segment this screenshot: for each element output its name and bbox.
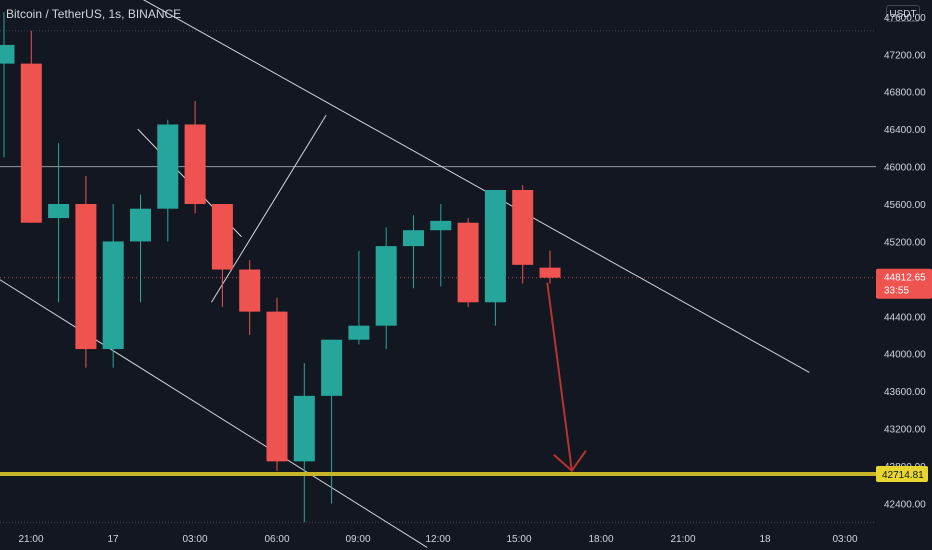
price-axis: 47600.00 47200.00 46800.00 46400.00 46000.00…	[876, 13, 932, 510]
price-tick-label: 43200.00	[884, 425, 926, 436]
time-tick-label: 15:00	[506, 534, 531, 545]
price-tick-label: 46800.00	[884, 88, 926, 99]
countdown-label: 33:55	[884, 286, 909, 297]
candle-body	[348, 325, 370, 340]
time-tick-label: 03:00	[182, 534, 207, 545]
price-tick-label: 45600.00	[884, 200, 926, 211]
time-tick-label: 06:00	[264, 534, 289, 545]
time-tick-label: 18:00	[588, 534, 613, 545]
candle-body	[512, 189, 534, 265]
channel-upper-line	[142, 0, 810, 373]
support-price-label: 42714.81	[882, 470, 924, 481]
currency-selector[interactable]: USDT	[886, 5, 920, 22]
candle-body	[184, 124, 206, 205]
trend-lines	[0, 0, 810, 548]
channel-lower-line	[0, 279, 428, 548]
time-tick-label: 09:00	[345, 534, 370, 545]
candle-body	[157, 124, 179, 209]
price-tick-label: 46000.00	[884, 163, 926, 174]
arrow-shaft	[546, 282, 573, 471]
candle-body	[293, 395, 315, 462]
candle-body	[239, 269, 261, 312]
candle-body	[102, 241, 124, 350]
candle-body	[211, 204, 233, 270]
candle-body	[321, 339, 343, 396]
price-tick-label: 46400.00	[884, 125, 926, 136]
current-price-label: 44812.65	[884, 273, 926, 284]
candle-body	[20, 63, 42, 223]
time-tick-label: 18	[759, 534, 771, 545]
price-tick-label: 44400.00	[884, 312, 926, 323]
price-tick-label: 47200.00	[884, 50, 926, 61]
time-axis: 21:00 17 03:00 06:00 09:00 12:00 15:00 18:00 21:…	[18, 534, 857, 545]
candle-body	[48, 204, 70, 219]
candle-body	[130, 208, 151, 242]
price-tick-label: 47600.00	[884, 13, 926, 24]
price-tick-label: 44000.00	[884, 350, 926, 361]
current-price-tag	[876, 268, 932, 299]
forecast-arrow	[546, 282, 587, 473]
candle-body	[403, 230, 424, 247]
chart-title: Bitcoin / TetherUS, 1s, BINANCE	[6, 7, 182, 21]
candle-body	[430, 220, 452, 231]
price-tick-label: 45200.00	[884, 237, 926, 248]
candle-body	[75, 204, 97, 350]
candle-body	[266, 311, 288, 462]
horizontal-lines	[0, 30, 876, 523]
time-tick-label: 03:00	[832, 534, 857, 545]
time-tick-label: 21:00	[670, 534, 695, 545]
candle-body	[484, 189, 506, 303]
price-tick-label: 42400.00	[884, 499, 926, 510]
candle-body	[375, 246, 397, 326]
price-tick-label: 43600.00	[884, 387, 926, 398]
trend-line	[211, 114, 327, 303]
candle-body	[0, 44, 15, 64]
support-price-tag	[876, 466, 928, 483]
time-tick-label: 17	[107, 534, 119, 545]
candles	[0, 12, 561, 523]
candle-body	[539, 267, 561, 278]
candle-body	[457, 222, 479, 303]
arrow-head	[553, 450, 587, 473]
time-tick-label: 21:00	[18, 534, 43, 545]
time-tick-label: 12:00	[425, 534, 450, 545]
